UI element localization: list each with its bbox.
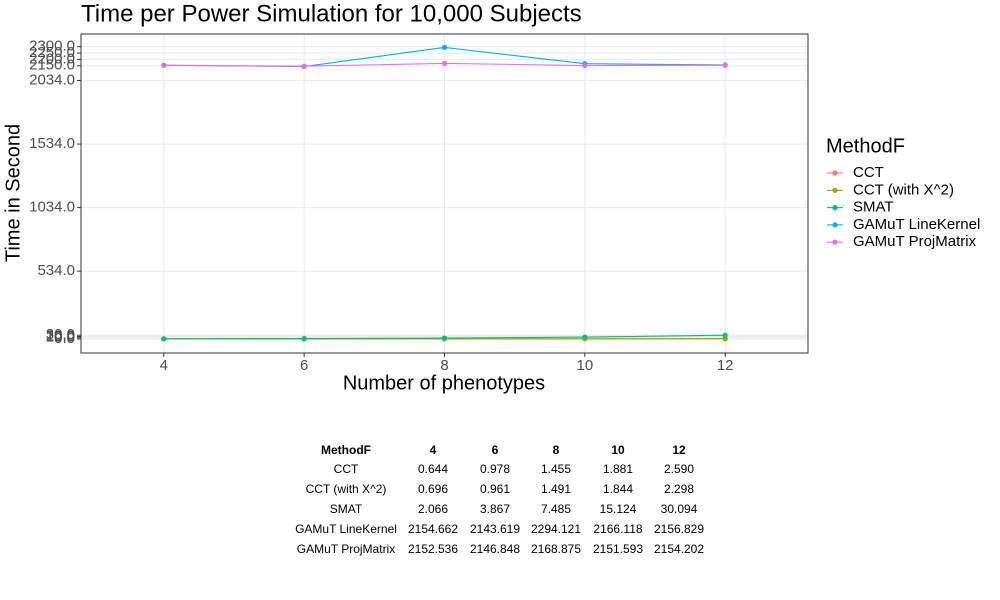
x-tick-label: 4 <box>160 357 168 374</box>
y-tick-label: 0.0 <box>54 330 75 347</box>
legend-title: MethodF <box>826 135 905 157</box>
table-cell: SMAT <box>330 502 363 516</box>
table-cell: 1.844 <box>603 482 633 496</box>
legend-label: SMAT <box>853 199 894 216</box>
table-header: 10 <box>611 443 625 457</box>
data-point <box>161 336 167 342</box>
data-point <box>582 62 588 69</box>
table-cell: 2.298 <box>664 482 694 496</box>
table-header: MethodF <box>321 443 371 457</box>
x-tick-label: 6 <box>300 357 308 374</box>
y-tick-label: 10.0 <box>46 329 75 346</box>
data-point <box>722 62 728 68</box>
y-tick-label: 2250.0 <box>29 44 75 61</box>
table-cell: 2294.121 <box>531 522 581 536</box>
table-cell: GAMuT ProjMatrix <box>297 542 395 556</box>
legend-label: GAMuT LineKernel <box>853 216 980 233</box>
table-cell: 2152.536 <box>408 542 458 556</box>
table-header: 4 <box>430 443 437 457</box>
table-cell: 1.881 <box>603 462 633 476</box>
y-tick-label: 1034.0 <box>29 199 75 216</box>
x-axis-title: Number of phenotypes <box>343 372 545 394</box>
panel-border <box>80 33 809 354</box>
legend-key-point <box>832 239 838 245</box>
table-cell: 1.455 <box>541 462 571 476</box>
table-cell: 30.094 <box>661 502 698 516</box>
table-cell: CCT <box>334 462 359 476</box>
table-cell: 0.978 <box>480 462 510 476</box>
table-cell: 7.485 <box>541 502 571 516</box>
legend-key-point <box>832 222 838 228</box>
table-cell: 1.491 <box>541 482 571 496</box>
data-point <box>441 60 448 66</box>
table-cell: 3.867 <box>480 502 510 516</box>
table-cell: 2166.118 <box>593 522 642 536</box>
table-cell: 2151.593 <box>593 542 643 556</box>
table-header: 6 <box>492 443 499 457</box>
chart-title: Time per Power Simulation for 10,000 Sub… <box>81 0 582 27</box>
table-cell: 0.696 <box>418 482 448 496</box>
y-tick-label: 1534.0 <box>29 135 75 152</box>
table-cell: CCT (with X^2) <box>306 482 387 496</box>
table-header: 8 <box>553 443 560 457</box>
table-cell: 0.644 <box>418 462 448 476</box>
y-axis-title: Time in Second <box>2 124 24 262</box>
table-cell: 2.066 <box>418 502 448 516</box>
legend-label: GAMuT ProjMatrix <box>853 233 977 250</box>
legend-label: CCT (with X^2) <box>853 181 954 198</box>
table-cell: GAMuT LineKernel <box>295 522 397 536</box>
table-cell: 15.124 <box>600 502 637 516</box>
data-point <box>161 62 167 69</box>
table-cell: 0.961 <box>480 482 510 496</box>
table-cell: 2154.662 <box>408 522 458 536</box>
y-tick-label: 2034.0 <box>29 71 75 88</box>
table-cell: 2168.875 <box>531 542 581 556</box>
data-point <box>301 335 307 342</box>
y-tick-label: 534.0 <box>37 262 75 279</box>
x-tick-label: 10 <box>577 357 594 374</box>
data-point <box>722 332 728 338</box>
legend-key-point <box>832 187 838 193</box>
x-tick-label: 12 <box>717 357 734 374</box>
data-point <box>582 334 588 340</box>
y-tick-label: 2150.0 <box>29 57 75 74</box>
y-tick-label: 20.0 <box>46 327 75 344</box>
legend-key-point <box>832 170 838 176</box>
data-point <box>441 335 448 341</box>
legend-label: CCT <box>853 164 884 181</box>
table-header: 12 <box>672 443 686 457</box>
table-cell: 2143.619 <box>470 522 520 536</box>
data-point <box>301 63 307 69</box>
y-tick-label: 2300.0 <box>29 38 75 55</box>
table-cell: 2.590 <box>664 462 694 476</box>
legend-key-point <box>832 205 838 211</box>
data-point <box>441 44 448 51</box>
table-cell: 2154.202 <box>654 542 704 556</box>
table-cell: 2156.829 <box>654 522 704 536</box>
y-tick-label: 2200.0 <box>29 50 75 67</box>
table-cell: 2146.848 <box>470 542 520 556</box>
y-tick-label: 30.0 <box>46 326 75 343</box>
x-tick-label: 8 <box>440 357 448 374</box>
